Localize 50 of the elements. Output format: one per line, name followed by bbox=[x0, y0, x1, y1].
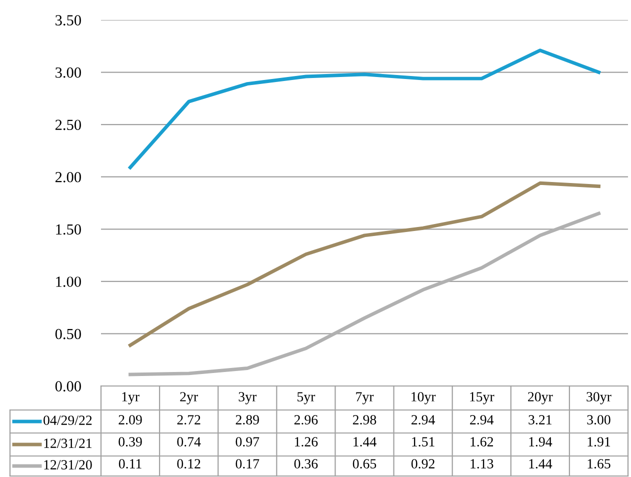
data-label: 2.94 bbox=[470, 415, 494, 425]
data-label: 0.97 bbox=[236, 437, 260, 447]
data-label: 2.98 bbox=[352, 415, 376, 425]
legend-label: 12/31/21 bbox=[44, 438, 92, 448]
y-tick-label: 2.50 bbox=[55, 120, 81, 130]
data-label: 0.74 bbox=[177, 437, 201, 447]
data-label: 1.94 bbox=[529, 437, 552, 447]
data-label: 2.96 bbox=[294, 415, 318, 425]
x-tick-label: 30yr bbox=[586, 392, 612, 404]
line-series bbox=[128, 48, 600, 170]
legend-label: 12/31/20 bbox=[44, 460, 92, 470]
y-tick-label: 1.50 bbox=[56, 224, 81, 235]
data-label: 1.51 bbox=[412, 437, 434, 447]
x-tick-label: 2yr bbox=[180, 392, 198, 404]
line-series bbox=[128, 212, 600, 376]
data-label: 0.39 bbox=[118, 437, 142, 447]
x-tick-label: 1yr bbox=[122, 392, 140, 404]
data-label: 2.89 bbox=[236, 415, 259, 425]
data-label: 2.72 bbox=[177, 415, 200, 425]
x-tick-label: 7yr bbox=[356, 392, 374, 404]
x-tick-label: 20yr bbox=[528, 392, 553, 404]
data-label: 0.36 bbox=[294, 459, 318, 469]
x-tick-label: 3yr bbox=[238, 392, 257, 404]
y-tick-label: 3.50 bbox=[56, 15, 81, 26]
data-label: 1.44 bbox=[354, 437, 376, 447]
x-tick-label: 10yr bbox=[412, 392, 436, 404]
data-label: 1.26 bbox=[295, 437, 318, 447]
line-series bbox=[128, 181, 600, 347]
data-label: 0.17 bbox=[236, 459, 260, 469]
data-label: 2.09 bbox=[118, 415, 142, 425]
data-label: 3.00 bbox=[587, 415, 610, 425]
data-label: 0.92 bbox=[411, 459, 434, 469]
data-label: 1.13 bbox=[470, 459, 494, 469]
y-tick-label: 2.00 bbox=[55, 172, 81, 182]
y-tick-label: 1.00 bbox=[56, 276, 81, 287]
data-label: 1.65 bbox=[588, 459, 610, 469]
y-tick-label: 3.00 bbox=[56, 67, 81, 78]
data-label: 3.21 bbox=[528, 415, 552, 425]
data-label: 1.44 bbox=[529, 459, 552, 469]
data-label: 0.12 bbox=[177, 459, 200, 469]
y-tick-label: 0.50 bbox=[55, 328, 81, 340]
x-tick-label: 5yr bbox=[297, 392, 316, 404]
x-tick-label: 15yr bbox=[470, 392, 494, 404]
data-label: 2.94 bbox=[412, 415, 435, 425]
y-tick-label: 0.00 bbox=[55, 381, 81, 392]
data-label: 1.91 bbox=[588, 437, 610, 447]
legend-label: 04/29/22 bbox=[44, 416, 92, 425]
data-label: 0.11 bbox=[118, 459, 142, 469]
data-label: 1.62 bbox=[470, 437, 493, 447]
data-label: 0.65 bbox=[352, 459, 376, 469]
